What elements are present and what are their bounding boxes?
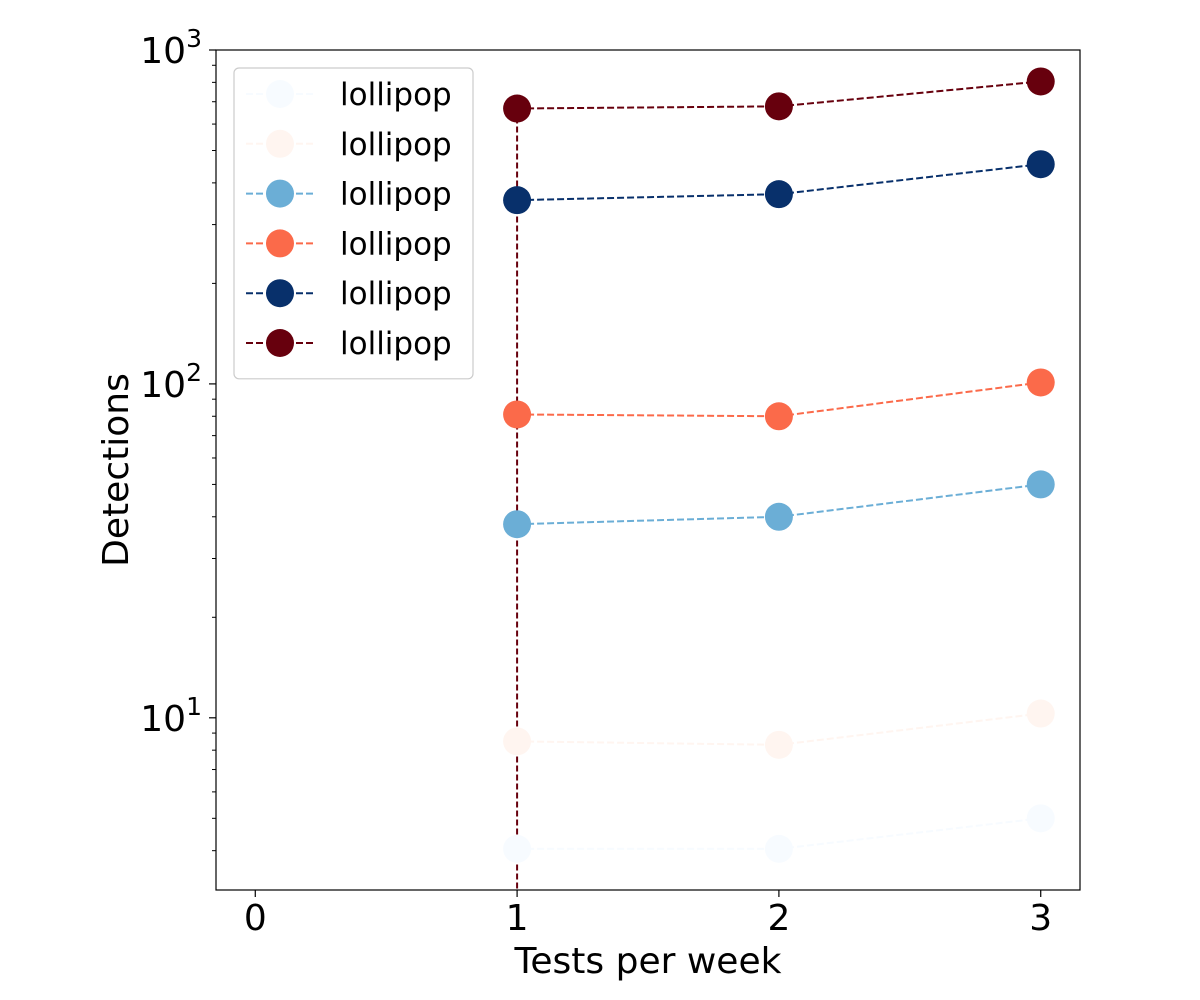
legend-marker (266, 129, 294, 158)
plot-frame (215, 49, 1081, 891)
y-tick-label: 103 (140, 24, 202, 72)
data-point (1026, 150, 1055, 179)
y-tick-label-exponent: 2 (186, 358, 202, 387)
data-point (764, 180, 793, 209)
data-point (1026, 368, 1055, 397)
legend-label: lollipop (340, 77, 452, 113)
data-point (1026, 699, 1055, 728)
series-6 (503, 67, 1055, 123)
legend-label: lollipop (340, 326, 452, 362)
legend-label: lollipop (340, 177, 452, 213)
legend-marker (266, 229, 294, 258)
x-tick-label: 3 (1029, 898, 1052, 939)
data-point (1026, 67, 1055, 96)
legend-label: lollipop (340, 226, 452, 262)
series-3 (503, 470, 1055, 539)
y-tick-label-base: 10 (140, 699, 186, 740)
y-tick-label-base: 10 (140, 365, 186, 406)
y-tick-label-base: 10 (140, 31, 186, 72)
y-tick-label-exponent: 1 (186, 692, 202, 721)
data-point (503, 834, 532, 863)
data-point (764, 402, 793, 431)
series-2 (503, 699, 1055, 759)
x-tick-label: 0 (244, 898, 267, 939)
y-tick-label: 101 (140, 692, 202, 740)
legend-entry: lollipop (246, 276, 452, 312)
data-point (764, 834, 793, 863)
legend: lollipop lollipop lollipop lollipop lollipop… (233, 67, 474, 380)
y-axis-label: Detections (96, 373, 137, 567)
series-4 (503, 368, 1055, 431)
data-point (503, 400, 532, 429)
data-point (503, 186, 532, 215)
data-point (503, 727, 532, 756)
series-5 (503, 150, 1055, 215)
data-point (1026, 804, 1055, 833)
legend-label: lollipop (340, 276, 452, 312)
legend-marker (266, 329, 294, 357)
legend-entry: lollipop (246, 77, 452, 113)
legend-marker (266, 80, 294, 108)
x-axis-label: Tests per week (514, 941, 782, 982)
legend-entry: lollipop (246, 226, 452, 262)
data-point (503, 94, 532, 123)
legend-marker (266, 179, 294, 208)
series-layer (503, 67, 1055, 863)
data-point (764, 92, 793, 121)
legend-entry: lollipop (246, 326, 452, 362)
legend-label: lollipop (340, 127, 452, 163)
legend-entry: lollipop (246, 127, 452, 163)
legend-entry: lollipop (246, 177, 452, 213)
data-point (764, 730, 793, 759)
data-point (1026, 470, 1055, 499)
y-tick-label: 102 (140, 358, 202, 406)
x-tick-label: 2 (767, 898, 790, 939)
data-point (503, 510, 532, 539)
y-tick-label-exponent: 3 (186, 24, 202, 53)
data-point (764, 502, 793, 531)
legend-marker (266, 279, 294, 308)
series-1 (503, 804, 1055, 863)
x-tick-label: 1 (506, 898, 529, 939)
